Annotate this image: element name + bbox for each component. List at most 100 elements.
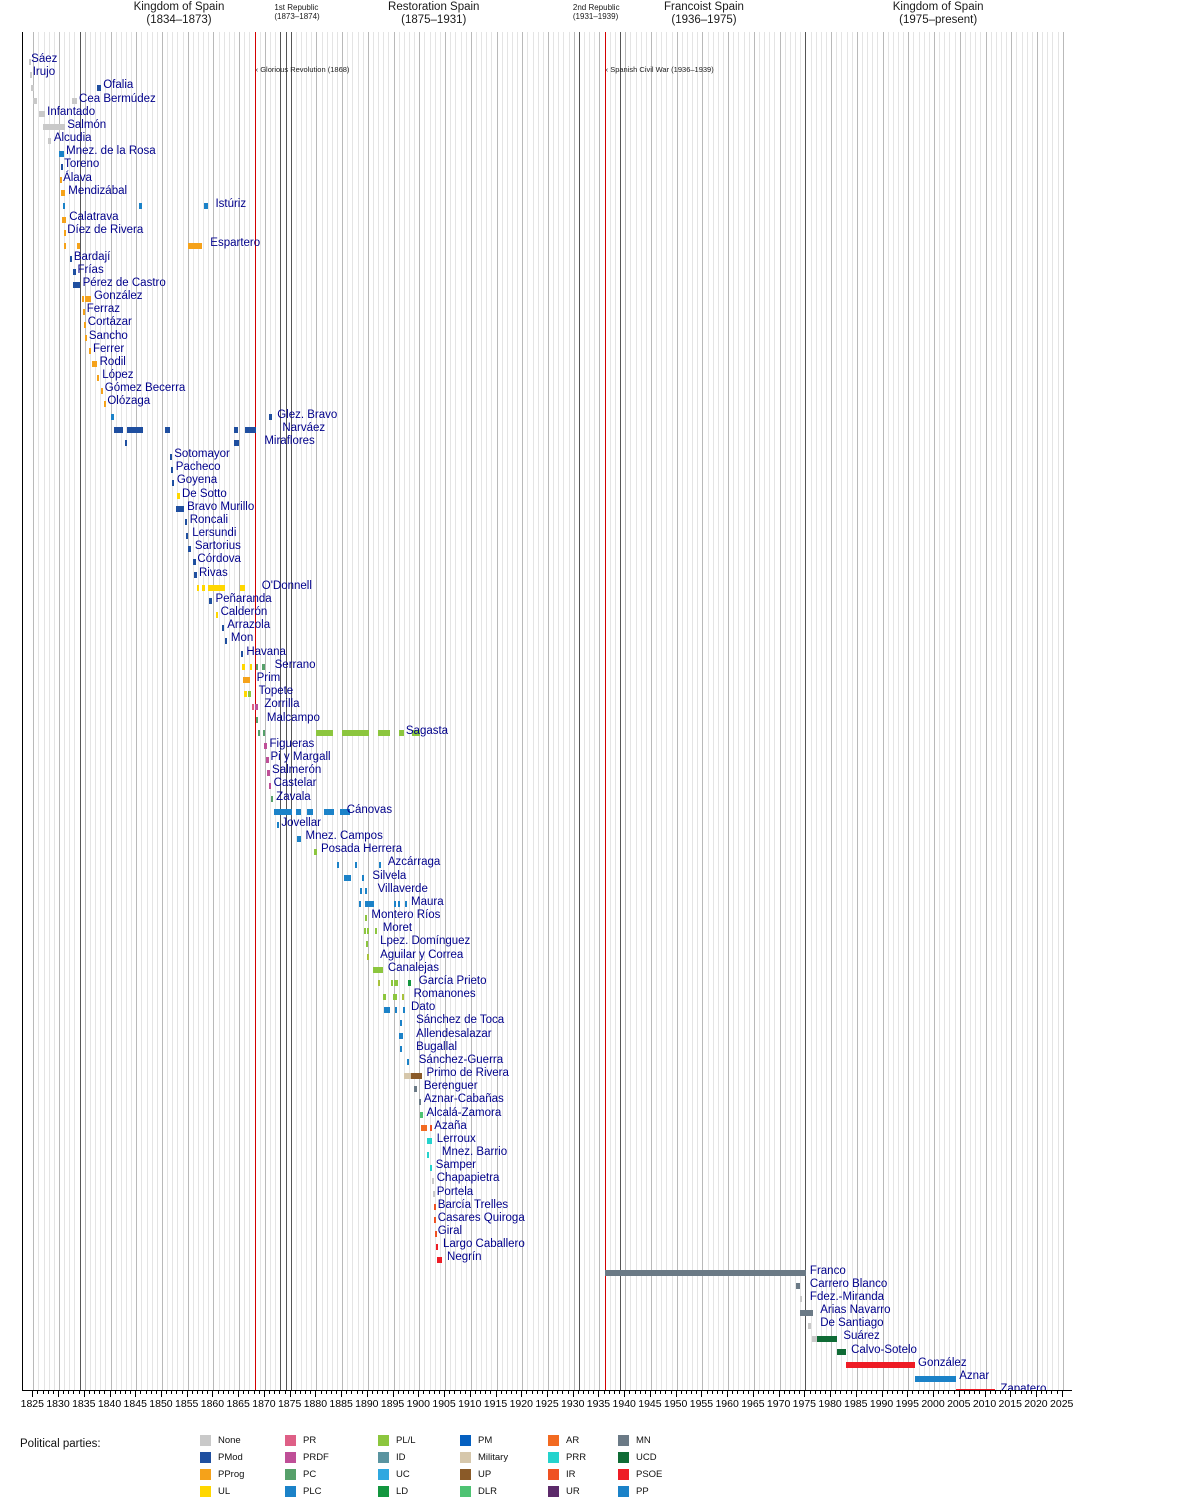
- legend-item[interactable]: UCD: [618, 1449, 662, 1466]
- term-segment[interactable]: [63, 203, 66, 210]
- term-segment[interactable]: [262, 664, 265, 671]
- term-segment[interactable]: [379, 861, 382, 868]
- term-segment[interactable]: [384, 1006, 390, 1013]
- term-segment[interactable]: [604, 1270, 807, 1277]
- term-segment[interactable]: [204, 203, 209, 210]
- legend-item[interactable]: PProg: [200, 1466, 244, 1483]
- term-segment[interactable]: [274, 809, 293, 816]
- term-segment[interactable]: [61, 216, 67, 223]
- term-segment[interactable]: [378, 730, 391, 737]
- term-segment[interactable]: [76, 242, 81, 249]
- term-segment[interactable]: [420, 1125, 428, 1132]
- term-segment[interactable]: [248, 690, 251, 697]
- term-segment[interactable]: [194, 572, 197, 579]
- term-segment[interactable]: [429, 1138, 432, 1145]
- term-segment[interactable]: [242, 677, 250, 684]
- term-segment[interactable]: [366, 927, 369, 934]
- term-segment[interactable]: [297, 835, 302, 842]
- term-segment[interactable]: [72, 282, 81, 289]
- term-segment[interactable]: [426, 1151, 429, 1158]
- term-segment[interactable]: [393, 980, 396, 987]
- term-segment[interactable]: [808, 1322, 811, 1329]
- term-segment[interactable]: [240, 651, 243, 658]
- term-segment[interactable]: [257, 730, 260, 737]
- term-segment[interactable]: [418, 1098, 421, 1105]
- term-segment[interactable]: [32, 98, 38, 104]
- legend-item[interactable]: PLC: [285, 1483, 329, 1500]
- term-segment[interactable]: [364, 927, 367, 934]
- term-segment[interactable]: [252, 703, 255, 710]
- term-segment[interactable]: [29, 71, 33, 78]
- legend-item[interactable]: PC: [285, 1466, 329, 1483]
- term-segment[interactable]: [396, 980, 399, 987]
- term-segment[interactable]: [401, 993, 404, 1000]
- term-segment[interactable]: [914, 1375, 956, 1382]
- term-segment[interactable]: [262, 730, 266, 737]
- term-segment[interactable]: [420, 1112, 423, 1119]
- term-segment[interactable]: [61, 163, 64, 170]
- term-segment[interactable]: [185, 532, 189, 539]
- term-segment[interactable]: [165, 427, 170, 434]
- term-segment[interactable]: [83, 321, 86, 328]
- term-segment[interactable]: [234, 427, 239, 434]
- term-segment[interactable]: [202, 585, 205, 592]
- term-segment[interactable]: [403, 1072, 411, 1079]
- term-segment[interactable]: [69, 256, 73, 263]
- legend-item[interactable]: IR: [548, 1466, 586, 1483]
- term-segment[interactable]: [224, 637, 227, 644]
- term-segment[interactable]: [177, 493, 180, 500]
- term-segment[interactable]: [171, 479, 174, 486]
- term-segment[interactable]: [184, 519, 187, 526]
- term-segment[interactable]: [92, 361, 97, 368]
- term-segment[interactable]: [187, 242, 203, 249]
- term-segment[interactable]: [264, 743, 267, 750]
- term-segment[interactable]: [404, 901, 408, 908]
- term-segment[interactable]: [64, 229, 67, 236]
- term-segment[interactable]: [339, 809, 350, 816]
- term-segment[interactable]: [255, 664, 258, 671]
- term-segment[interactable]: [812, 1335, 817, 1342]
- term-segment[interactable]: [269, 782, 272, 789]
- term-segment[interactable]: [83, 308, 86, 315]
- legend-item[interactable]: None: [200, 1432, 244, 1449]
- term-segment[interactable]: [336, 861, 340, 868]
- term-segment[interactable]: [267, 769, 270, 776]
- term-segment[interactable]: [354, 861, 358, 868]
- term-segment[interactable]: [126, 427, 144, 434]
- term-segment[interactable]: [42, 124, 65, 131]
- legend-item[interactable]: PL/L: [378, 1432, 416, 1449]
- term-segment[interactable]: [365, 914, 368, 921]
- term-segment[interactable]: [38, 111, 45, 118]
- term-segment[interactable]: [88, 348, 92, 355]
- term-segment[interactable]: [358, 901, 362, 908]
- term-segment[interactable]: [307, 809, 314, 816]
- legend-item[interactable]: PM: [460, 1432, 508, 1449]
- term-segment[interactable]: [955, 1388, 996, 1390]
- term-segment[interactable]: [295, 809, 302, 816]
- term-segment[interactable]: [244, 690, 247, 697]
- legend-item[interactable]: PRR: [548, 1449, 586, 1466]
- term-segment[interactable]: [324, 809, 335, 816]
- term-segment[interactable]: [82, 295, 85, 302]
- legend-item[interactable]: DLR: [460, 1483, 508, 1500]
- term-segment[interactable]: [344, 875, 352, 882]
- term-segment[interactable]: [111, 414, 114, 421]
- term-segment[interactable]: [795, 1283, 800, 1290]
- term-segment[interactable]: [28, 58, 31, 65]
- term-segment[interactable]: [399, 1019, 402, 1026]
- term-segment[interactable]: [209, 598, 212, 605]
- term-segment[interactable]: [96, 374, 100, 381]
- term-segment[interactable]: [63, 242, 66, 249]
- term-segment[interactable]: [208, 585, 226, 592]
- legend-item[interactable]: LD: [378, 1483, 416, 1500]
- term-segment[interactable]: [138, 203, 143, 210]
- term-segment[interactable]: [398, 1033, 401, 1040]
- term-segment[interactable]: [434, 1230, 437, 1237]
- term-segment[interactable]: [240, 585, 245, 592]
- term-segment[interactable]: [269, 414, 272, 421]
- term-segment[interactable]: [361, 875, 364, 882]
- legend-item[interactable]: UC: [378, 1466, 416, 1483]
- term-segment[interactable]: [48, 137, 52, 144]
- term-segment[interactable]: [170, 466, 173, 473]
- term-segment[interactable]: [435, 1243, 439, 1250]
